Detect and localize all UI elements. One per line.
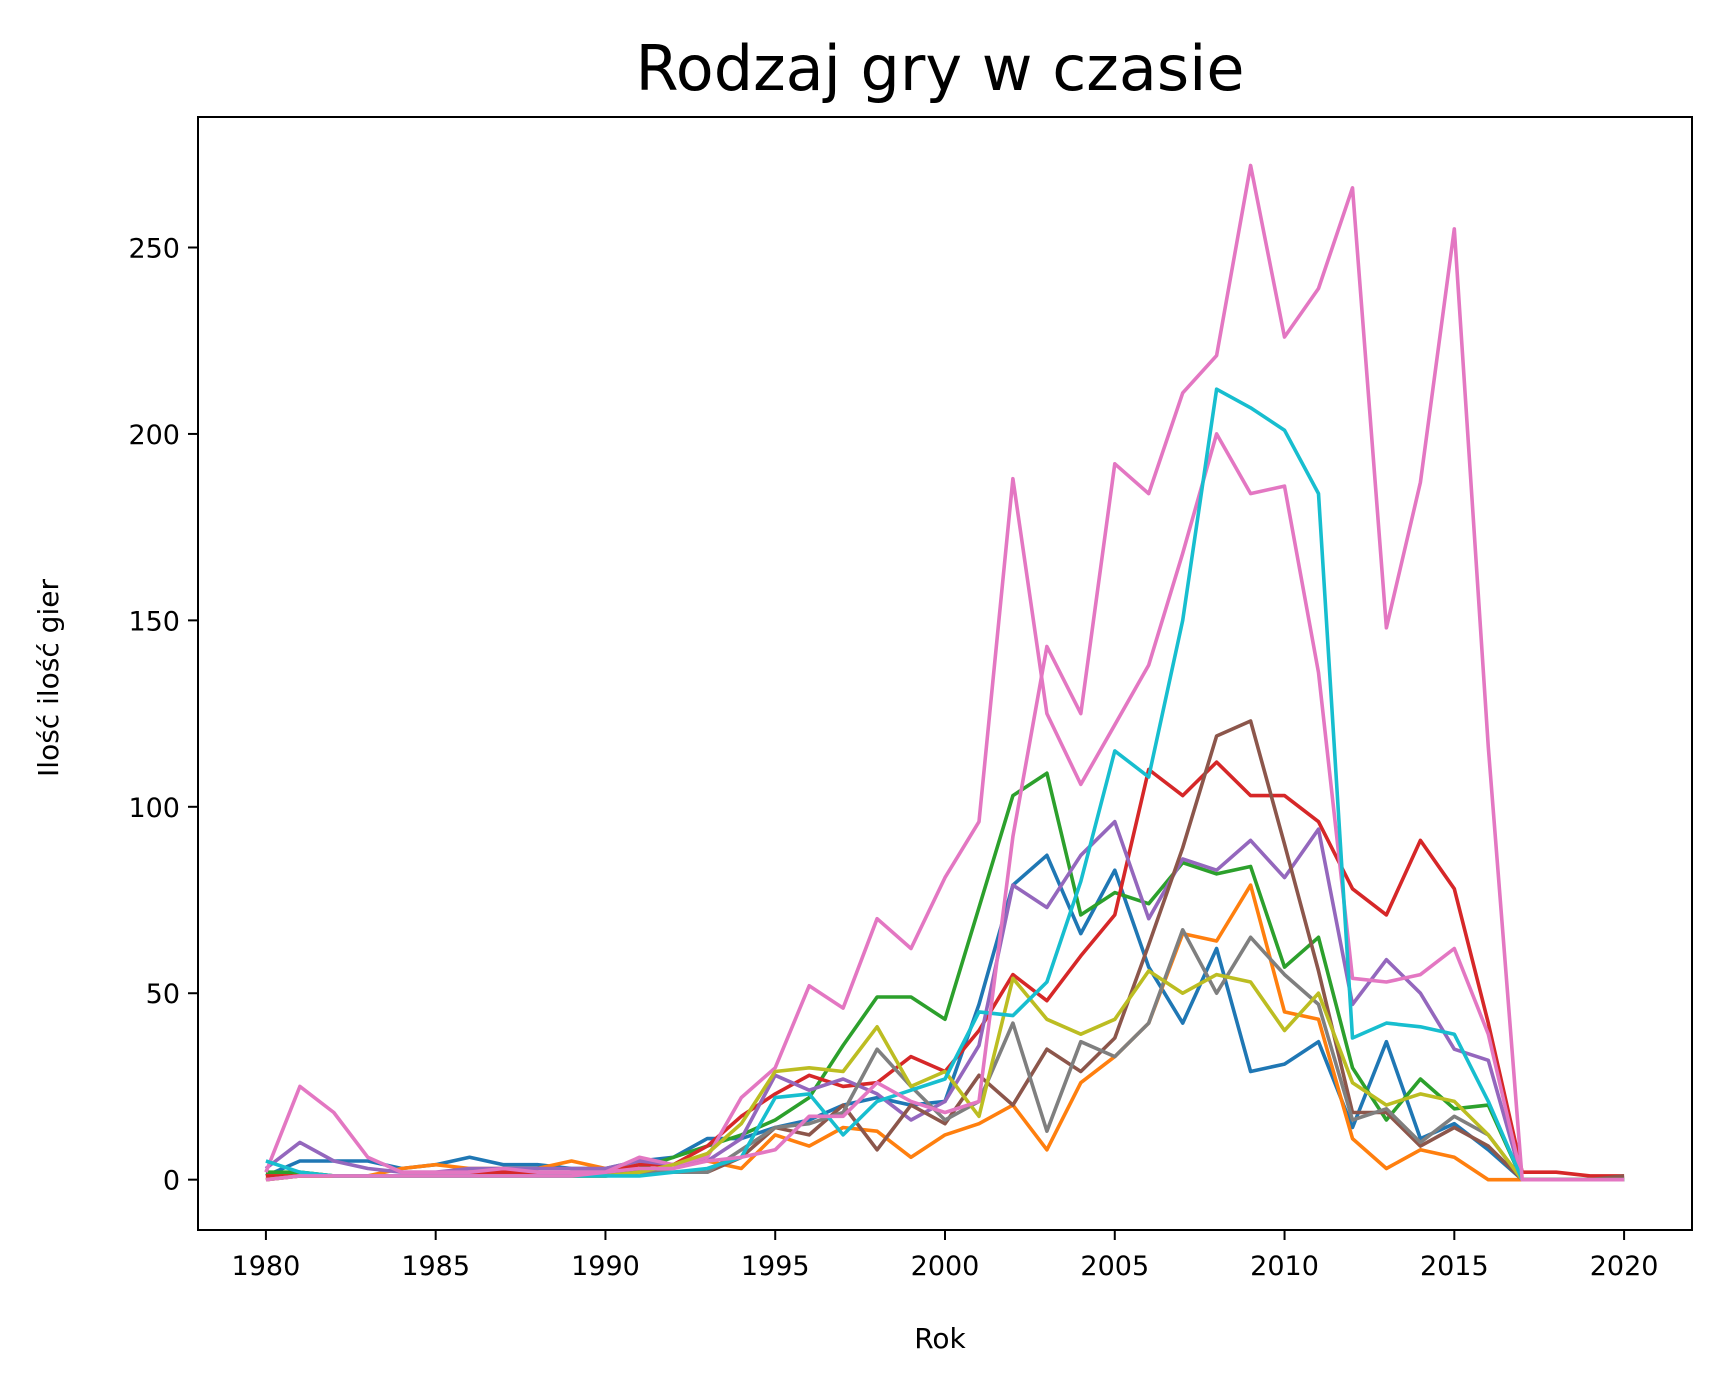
- x-tick-label: 2020: [1590, 1251, 1659, 1282]
- x-tick-label: 1985: [401, 1251, 470, 1282]
- x-tick-label: 2015: [1420, 1251, 1489, 1282]
- y-tick-label: 0: [163, 1166, 180, 1197]
- series-layer: [264, 163, 1625, 1182]
- y-tick-label: 200: [128, 420, 180, 451]
- y-axis-label: Ilość ilość gier: [32, 579, 65, 777]
- y-tick-label: 50: [146, 979, 180, 1010]
- y-axis: 0 50 100 150 200 250: [128, 234, 198, 1197]
- series-line-10: [265, 387, 1625, 1182]
- series-line-11: [265, 163, 1625, 1182]
- x-axis-label: Rok: [914, 1322, 966, 1355]
- x-axis: 1980 1985 1990 1995 2000 2005 2010 2015 2020: [232, 1230, 1659, 1282]
- x-tick-label: 2000: [911, 1251, 980, 1282]
- y-tick-label: 250: [128, 234, 180, 265]
- series-line-7: [264, 432, 1625, 1182]
- y-tick-label: 100: [128, 793, 180, 824]
- chart-title: Rodzaj gry w czasie: [635, 32, 1244, 105]
- series-line-8: [265, 927, 1625, 1182]
- x-tick-label: 2010: [1250, 1251, 1319, 1282]
- x-tick-label: 1995: [741, 1251, 810, 1282]
- x-tick-label: 2005: [1080, 1251, 1149, 1282]
- x-tick-label: 1980: [232, 1251, 301, 1282]
- y-tick-label: 150: [128, 606, 180, 637]
- x-tick-label: 1990: [571, 1251, 640, 1282]
